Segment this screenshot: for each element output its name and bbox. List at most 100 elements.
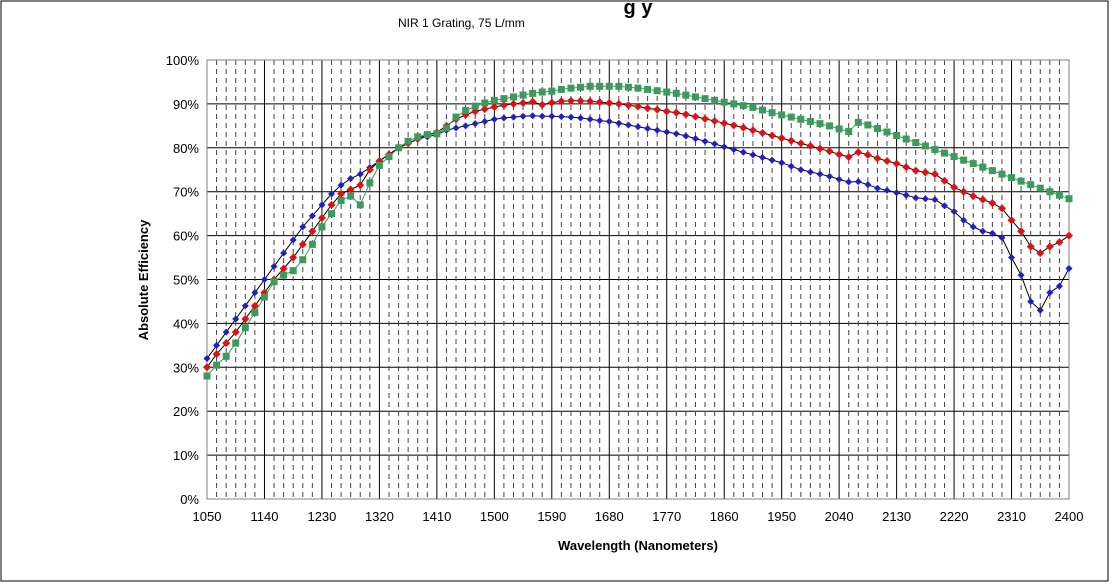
y-tick-label: 50% xyxy=(173,273,199,288)
data-point xyxy=(969,223,977,231)
series-2 xyxy=(203,96,1073,372)
data-point xyxy=(576,96,585,105)
data-point xyxy=(864,121,872,129)
data-point xyxy=(529,89,537,97)
data-point xyxy=(883,186,891,194)
data-point xyxy=(577,83,585,91)
data-point xyxy=(577,114,585,122)
data-point xyxy=(490,115,498,123)
data-point xyxy=(758,128,767,137)
data-point xyxy=(739,148,747,156)
y-axis-title: Absolute Efficiency xyxy=(136,219,151,340)
y-tick-labels: 0% 10% 20% 30% 40% 50% 60% 70% 80% 90% 100% xyxy=(166,53,200,507)
y-tick-label: 30% xyxy=(173,360,199,375)
data-point xyxy=(711,140,719,148)
x-tick-label: 1680 xyxy=(595,509,624,524)
data-point xyxy=(1036,184,1044,192)
x-tick-label: 2220 xyxy=(940,509,969,524)
data-point xyxy=(519,112,527,120)
data-point xyxy=(423,131,431,139)
data-point xyxy=(462,122,470,130)
data-point xyxy=(471,120,479,128)
data-point xyxy=(624,121,632,129)
data-point xyxy=(1036,306,1044,314)
x-tick-label: 1500 xyxy=(480,509,509,524)
data-point xyxy=(481,117,489,125)
data-point xyxy=(1055,282,1063,290)
data-point xyxy=(1036,249,1045,258)
data-point xyxy=(596,117,604,125)
data-point xyxy=(567,113,575,121)
data-point xyxy=(921,142,929,150)
data-point xyxy=(251,289,259,297)
data-point xyxy=(864,181,872,189)
data-point xyxy=(902,163,911,172)
data-point xyxy=(1017,177,1025,185)
data-point xyxy=(203,355,211,363)
data-point xyxy=(998,170,1006,178)
x-tick-label: 1770 xyxy=(652,509,681,524)
data-point xyxy=(328,210,336,218)
data-point xyxy=(462,106,470,114)
data-point xyxy=(845,128,853,136)
data-point xyxy=(299,256,307,264)
data-point xyxy=(280,249,288,257)
plot-area xyxy=(206,59,1070,500)
data-point xyxy=(854,148,863,157)
data-point xyxy=(605,99,614,108)
data-point xyxy=(500,95,508,103)
data-point xyxy=(759,153,767,161)
data-point xyxy=(499,101,508,110)
data-point xyxy=(318,223,326,231)
y-tick-label: 40% xyxy=(173,316,199,331)
data-point xyxy=(250,301,259,310)
data-point xyxy=(385,153,393,161)
y-tick-label: 10% xyxy=(173,448,199,463)
data-point xyxy=(748,126,757,135)
data-point xyxy=(681,110,690,119)
data-point xyxy=(902,135,910,143)
data-point xyxy=(720,143,728,151)
data-point xyxy=(653,126,661,134)
x-tick-labels: 1050 1140 1230 1320 1410 1500 1590 1680 1770 1860… xyxy=(193,509,1084,524)
data-point xyxy=(557,85,565,93)
data-point xyxy=(566,96,575,105)
data-point xyxy=(222,339,231,348)
x-tick-label: 2040 xyxy=(825,509,854,524)
data-point xyxy=(931,146,939,154)
data-point xyxy=(969,160,977,168)
data-point xyxy=(471,102,479,110)
data-point xyxy=(634,123,642,131)
data-point xyxy=(509,113,517,121)
data-point xyxy=(768,131,777,140)
data-point xyxy=(759,106,767,114)
data-point xyxy=(911,166,920,175)
data-point xyxy=(337,189,346,198)
data-point xyxy=(557,97,566,106)
data-point xyxy=(251,308,259,316)
data-point xyxy=(298,240,307,249)
data-point xyxy=(538,100,547,109)
data-point xyxy=(270,278,278,286)
data-point xyxy=(222,328,230,336)
data-point xyxy=(778,111,786,119)
data-point xyxy=(960,156,968,164)
data-point xyxy=(768,109,776,117)
data-point xyxy=(356,170,364,178)
data-point xyxy=(854,118,862,126)
data-point xyxy=(979,163,987,171)
data-point xyxy=(921,195,929,203)
data-point xyxy=(481,99,489,107)
data-point xyxy=(231,328,240,337)
data-point xyxy=(509,93,517,101)
data-point xyxy=(701,114,710,123)
y-tick-label: 70% xyxy=(173,185,199,200)
data-point xyxy=(328,190,336,198)
data-point xyxy=(826,172,834,180)
data-point xyxy=(682,91,690,99)
x-axis-title: Wavelength (Nanometers) xyxy=(558,538,718,553)
data-point xyxy=(586,115,594,123)
data-point xyxy=(548,87,556,95)
data-point xyxy=(998,234,1006,242)
